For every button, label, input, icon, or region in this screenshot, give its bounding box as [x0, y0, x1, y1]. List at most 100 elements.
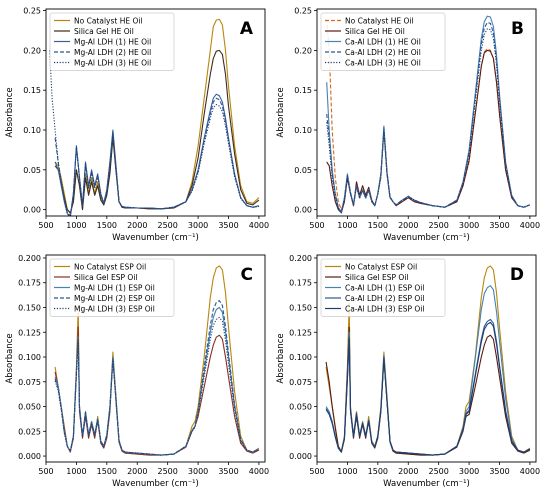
y-tick-label: 0.15 [294, 86, 312, 95]
legend-entry: Silica Gel HE Oil [74, 27, 134, 36]
x-tick-label: 3000 [459, 221, 479, 230]
series-line-4 [54, 97, 259, 216]
x-tick-label: 1000 [337, 467, 357, 476]
legend-entry: Mg-Al LDH (3) HE Oil [74, 59, 151, 68]
legend-entry: No Catalyst HE Oil [345, 17, 414, 26]
legend-entry: Ca-Al LDH (3) HE Oil [345, 59, 421, 68]
legend-entry: Ca-Al LDH (2) ESP Oil [345, 294, 424, 303]
y-axis-label: Absorbance [5, 333, 15, 383]
x-tick-label: 2000 [398, 221, 418, 230]
y-tick-label: 0.100 [18, 353, 41, 362]
y-tick-label: 0.20 [294, 46, 312, 55]
y-tick-label: 0.000 [18, 452, 41, 461]
y-tick-label: 0.125 [289, 328, 312, 337]
legend-entry: Ca-Al LDH (3) ESP Oil [345, 305, 424, 314]
y-tick-label: 0.075 [18, 378, 41, 387]
panel-a: 500 1000 1500 2000 2500 3000 3500 4000 0.00 0.05 0… [5, 7, 269, 243]
x-tick-label: 1500 [368, 221, 388, 230]
x-tick-label: 3500 [489, 221, 509, 230]
panel-b: 500 1000 1500 2000 2500 3000 3500 4000 0.00 0.05 0… [276, 7, 540, 243]
series-line-5 [326, 28, 531, 214]
legend-box [49, 258, 175, 317]
y-tick-label: 0.075 [289, 378, 312, 387]
x-tick-label: 4000 [520, 467, 540, 476]
y-tick-label: 0.00 [294, 206, 312, 215]
series-group [54, 265, 260, 456]
axes-frame [316, 254, 537, 463]
x-axis-label: Wavenumber (cm⁻¹) [383, 233, 470, 243]
y-tick-label: 0.05 [23, 166, 41, 175]
series-line-4 [54, 300, 260, 456]
legend-entry: No Catalyst HE Oil [74, 17, 143, 26]
x-tick-label: 2000 [127, 467, 147, 476]
legend-entry: Silica Gel ESP Oil [345, 273, 409, 282]
legend-entry: No Catalyst ESP Oil [345, 263, 417, 272]
series-line-2 [54, 326, 260, 456]
x-tick-label: 1000 [66, 467, 86, 476]
x-tick-label: 500 [309, 221, 324, 230]
series-line-5 [49, 50, 259, 216]
y-tick-label: 0.200 [289, 254, 312, 263]
panel-letter: B [511, 19, 524, 39]
y-tick-label: 0.150 [289, 303, 312, 312]
x-tick-label: 2500 [157, 467, 177, 476]
x-tick-label: 1500 [97, 467, 117, 476]
x-tick-label: 3500 [489, 467, 509, 476]
x-tick-label: 1500 [368, 467, 388, 476]
y-tick-label: 0.175 [18, 279, 41, 288]
panel-c: 500 1000 1500 2000 2500 3000 3500 4000 0.000 0.02… [5, 254, 269, 489]
x-tick-label: 3500 [218, 467, 238, 476]
x-tick-label: 3000 [188, 221, 208, 230]
y-tick-label: 0.100 [289, 353, 312, 362]
y-tick-label: 0.25 [23, 7, 41, 16]
x-axis-label: Wavenumber (cm⁻¹) [112, 233, 199, 243]
series-line-2 [54, 49, 260, 214]
series-line-3 [54, 93, 260, 216]
legend-box [320, 258, 446, 317]
legend-entry: Silica Gel ESP Oil [74, 273, 138, 282]
series-group [325, 265, 531, 456]
series-line-5 [54, 316, 260, 456]
panel-letter: A [240, 19, 254, 39]
x-tick-label: 3500 [218, 221, 238, 230]
x-tick-label: 500 [309, 467, 324, 476]
y-tick-label: 0.000 [289, 452, 312, 461]
x-tick-label: 1000 [66, 221, 86, 230]
y-tick-label: 0.25 [294, 7, 312, 16]
legend-entry: No Catalyst ESP Oil [74, 263, 146, 272]
panel-letter: D [510, 265, 524, 285]
y-tick-label: 0.125 [18, 328, 41, 337]
x-tick-label: 4000 [249, 221, 269, 230]
x-tick-label: 1000 [337, 221, 357, 230]
x-tick-label: 500 [38, 467, 53, 476]
legend-box [49, 12, 175, 71]
x-tick-label: 1500 [97, 221, 117, 230]
y-tick-label: 0.05 [294, 166, 312, 175]
y-tick-label: 0.200 [18, 254, 41, 263]
x-tick-label: 2000 [127, 221, 147, 230]
x-tick-label: 4000 [520, 221, 540, 230]
panel-d: 500 1000 1500 2000 2500 3000 3500 4000 0.000 0.02… [276, 254, 540, 489]
x-tick-label: 4000 [249, 467, 269, 476]
legend-box [320, 12, 446, 71]
panel-letter: C [241, 265, 253, 285]
y-axis-label: Absorbance [276, 333, 286, 383]
legend-entry: Silica Gel HE Oil [345, 27, 405, 36]
legend-entry: Mg-Al LDH (3) ESP Oil [74, 305, 155, 314]
x-tick-label: 2000 [398, 467, 418, 476]
series-line-5 [325, 321, 531, 456]
y-tick-label: 0.15 [23, 86, 41, 95]
y-tick-label: 0.050 [289, 403, 312, 412]
y-tick-label: 0.00 [23, 206, 41, 215]
y-tick-label: 0.175 [289, 279, 312, 288]
x-tick-label: 500 [38, 221, 53, 230]
axes-frame [45, 8, 266, 217]
axes-frame [45, 254, 266, 463]
y-tick-label: 0.025 [289, 427, 312, 436]
x-tick-label: 2500 [428, 221, 448, 230]
axes-frame [316, 8, 537, 217]
x-axis-label: Wavenumber (cm⁻¹) [383, 479, 470, 489]
legend-entry: Mg-Al LDH (1) ESP Oil [74, 284, 155, 293]
